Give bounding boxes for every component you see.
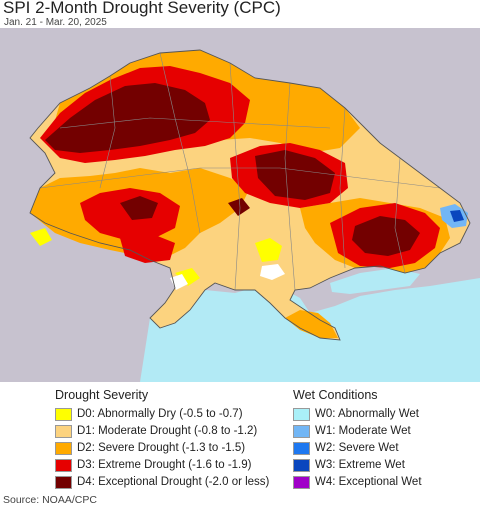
legend-label-w4: W4: Exceptional Wet <box>315 476 422 488</box>
abnormally-dry-center <box>255 238 282 262</box>
abnormally-dry-west <box>30 228 52 246</box>
legend-label-w0: W0: Abnormally Wet <box>315 408 419 420</box>
legend-label-d1: D1: Moderate Drought (-0.8 to -1.2) <box>77 425 258 437</box>
legend-item-w1: W1: Moderate Wet <box>293 424 411 438</box>
legend-swatch-d3 <box>55 458 72 472</box>
legend-swatch-w1 <box>293 424 310 438</box>
legend: Drought Severity Wet Conditions D0: Abno… <box>0 386 480 494</box>
abnormally-dry-southwest <box>175 268 200 286</box>
exceptional-drought-northeast <box>255 150 335 200</box>
exceptional-drought-north <box>45 83 210 153</box>
country-border <box>29 49 471 341</box>
legend-item-d4: D4: Exceptional Drought (-2.0 or less) <box>55 475 269 489</box>
legend-label-w1: W1: Moderate Wet <box>315 425 411 437</box>
legend-item-d2: D2: Severe Drought (-1.3 to -1.5) <box>55 441 245 455</box>
legend-label-d4: D4: Exceptional Drought (-2.0 or less) <box>77 476 270 488</box>
wet-area-east-core <box>450 210 464 222</box>
legend-swatch-d4 <box>55 475 72 489</box>
date-range: Jan. 21 - Mar. 20, 2025 <box>4 17 107 28</box>
legend-swatch-w0 <box>293 407 310 421</box>
legend-label-w3: W3: Extreme Wet <box>315 459 405 471</box>
legend-swatch-d1 <box>55 424 72 438</box>
extreme-drought-south <box>120 233 175 263</box>
map-title: SPI 2-Month Drought Severity (CPC) <box>3 0 281 17</box>
exceptional-drought-small <box>228 198 250 216</box>
drought-map <box>0 28 480 382</box>
drought-legend-title: Drought Severity <box>55 388 149 402</box>
exceptional-drought-east <box>352 216 420 256</box>
legend-label-d2: D2: Severe Drought (-1.3 to -1.5) <box>77 442 246 454</box>
legend-item-w0: W0: Abnormally Wet <box>293 407 419 421</box>
source-credit: Source: NOAA/CPC <box>3 494 97 506</box>
oblast-boundaries <box>39 52 441 291</box>
sea-of-azov <box>330 268 420 294</box>
severe-drought-crimea <box>285 310 338 338</box>
legend-swatch-d2 <box>55 441 72 455</box>
legend-item-w3: W3: Extreme Wet <box>293 458 405 472</box>
legend-label-w2: W2: Severe Wet <box>315 442 399 454</box>
legend-item-d3: D3: Extreme Drought (-1.6 to -1.9) <box>55 458 251 472</box>
wet-legend-title: Wet Conditions <box>293 388 378 402</box>
legend-item-w2: W2: Severe Wet <box>293 441 399 455</box>
legend-item-d0: D0: Abnormally Dry (-0.5 to -0.7) <box>55 407 243 421</box>
legend-swatch-d0 <box>55 407 72 421</box>
legend-label-d3: D3: Extreme Drought (-1.6 to -1.9) <box>77 459 252 471</box>
no-drought-patch-1 <box>260 264 285 280</box>
legend-item-d1: D1: Moderate Drought (-0.8 to -1.2) <box>55 424 257 438</box>
legend-label-d0: D0: Abnormally Dry (-0.5 to -0.7) <box>77 408 243 420</box>
exceptional-drought-central <box>120 196 158 220</box>
legend-swatch-w3 <box>293 458 310 472</box>
legend-swatch-w2 <box>293 441 310 455</box>
legend-swatch-w4 <box>293 475 310 489</box>
legend-item-w4: W4: Exceptional Wet <box>293 475 422 489</box>
